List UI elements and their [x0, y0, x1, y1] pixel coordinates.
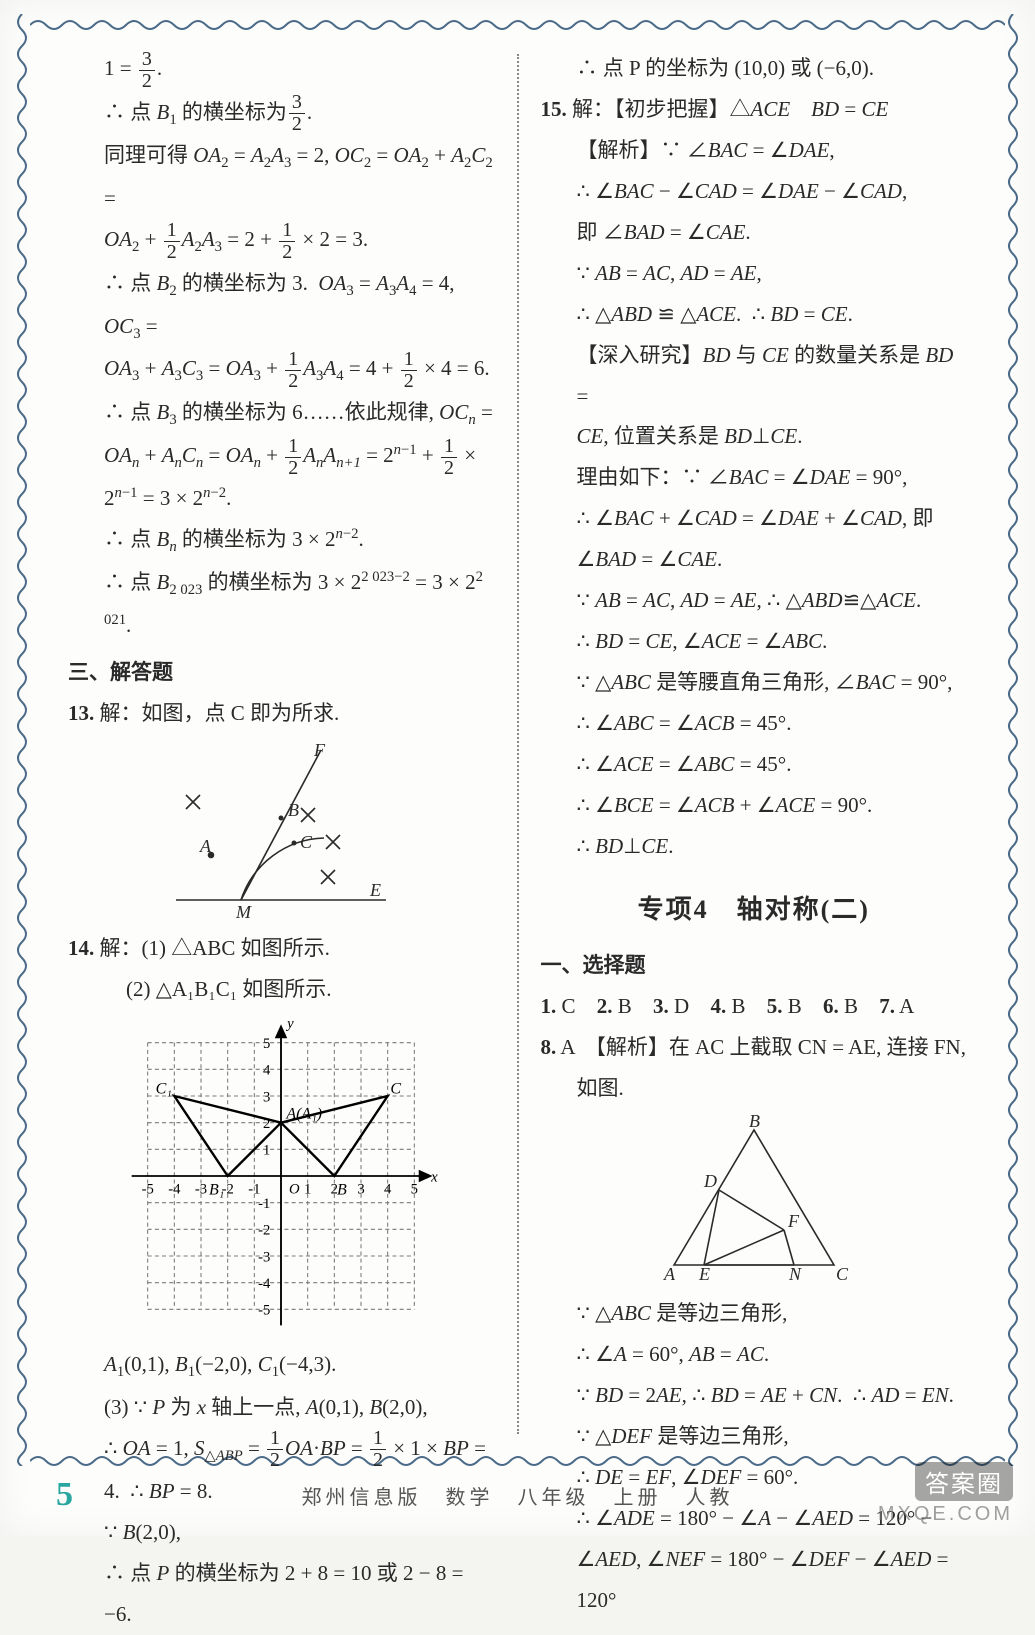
q13: 13. 解：如图，点 C 即为所求. [68, 693, 495, 734]
svg-text:4: 4 [384, 1181, 392, 1197]
svg-text:E: E [698, 1264, 710, 1284]
q8-head: 8. A 【解析】在 AC 上截取 CN = AE, 连接 FN, [541, 1027, 968, 1068]
svg-text:M: M [235, 902, 252, 920]
line: OA3 + A3C3 = OA3 + 12A3A4 = 4 + 12 × 4 =… [68, 348, 495, 392]
q15-l16: ∴ ∠BCE = ∠ACB + ∠ACE = 90°. [541, 785, 968, 826]
q15-l3: 即 ∠BAD = ∠CAE. [541, 212, 968, 253]
q8-b1: 如图. [541, 1068, 968, 1109]
left-column: 1 = 32. ∴ 点 B1 的横坐标为32. 同理可得 OA2 = A2A3 … [58, 48, 517, 1440]
svg-text:1: 1 [304, 1181, 311, 1197]
svg-text:B: B [749, 1115, 760, 1131]
watermark: 答案圈 MXQE.COM [878, 1462, 1013, 1526]
q15-l12: ∴ BD = CE, ∠ACE = ∠ABC. [541, 621, 968, 662]
line: 2n−1 = 3 × 2n−2. [68, 478, 495, 519]
svg-text:-1: -1 [248, 1181, 260, 1197]
svg-text:y: y [285, 1016, 294, 1032]
content-area: 1 = 32. ∴ 点 B1 的横坐标为32. 同理可得 OA2 = A2A3 … [58, 48, 977, 1440]
svg-text:-3: -3 [258, 1249, 270, 1265]
svg-text:3: 3 [263, 1089, 270, 1105]
svg-text:B₁: B₁ [209, 1181, 224, 1198]
r-top: ∴ 点 P 的坐标为 (10,0) 或 (−6,0). [541, 48, 968, 89]
svg-text:5: 5 [411, 1181, 418, 1197]
q14-aft6: ∴ 点 P 的横坐标为 2 + 8 = 10 或 2 − 8 = −6. [68, 1553, 495, 1635]
q8-figure: A B C E D F N [654, 1115, 854, 1285]
svg-text:C: C [836, 1264, 849, 1284]
line: ∴ 点 Bn 的横坐标为 3 × 2n−2. [68, 519, 495, 562]
svg-text:C₁: C₁ [156, 1080, 172, 1097]
q15-l15: ∴ ∠ACE = ∠ABC = 45°. [541, 744, 968, 785]
svg-text:O: O [289, 1181, 300, 1197]
line: OAn + AnCn = OAn + 12AnAn+1 = 2n−1 + 12 … [68, 435, 495, 479]
watermark-secondary: MXQE.COM [878, 1503, 1013, 1526]
heading-3: 三、解答题 [68, 652, 495, 693]
svg-text:-4: -4 [258, 1276, 271, 1292]
svg-text:D: D [703, 1171, 717, 1191]
line: ∴ 点 B2 023 的横坐标为 3 × 22 023−2 = 3 × 22 0… [68, 562, 495, 646]
q8-a0: ∵ △ABC 是等边三角形, [541, 1293, 968, 1334]
q15-l6: 【深入研究】BD 与 CE 的数量关系是 BD = [541, 335, 968, 417]
line: ∴ 点 B3 的横坐标为 6……依此规律, OCn = [68, 392, 495, 435]
section4-title: 专项4 轴对称(二) [541, 885, 968, 936]
mcq-row: 1. C 2. B 3. D 4. B 5. B 6. B 7. A [541, 986, 968, 1027]
svg-text:-4: -4 [168, 1181, 181, 1197]
q14-line2: (2) △A₁B₁C₁ 如图所示. [68, 969, 495, 1010]
q14-aft5: ∵ B(2,0), [68, 1512, 495, 1553]
heading-1: 一、选择题 [541, 945, 968, 986]
q14-figure: -5-4-3-2-1 12345 12345 -1-2-3-4-5 O x y … [116, 1016, 446, 1336]
svg-text:C: C [391, 1080, 402, 1097]
q15-l10: ∠BAD = ∠CAE. [541, 539, 968, 580]
q15-l0: 15. 解：【初步把握】△ACE BD = CE [541, 89, 968, 130]
q14-aft3: ∴ OA = 1, S△ABP = 12OA·BP = 12 × 1 × BP … [68, 1428, 495, 1472]
svg-text:F: F [787, 1211, 800, 1231]
q14-aft2: (3) ∵ P 为 x 轴上一点, A(0,1), B(2,0), [68, 1387, 495, 1428]
q15-l2: ∴ ∠BAC − ∠CAD = ∠DAE − ∠CAD, [541, 171, 968, 212]
q8-a6: ∠AED, ∠NEF = 180° − ∠DEF − ∠AED = 120° [541, 1539, 968, 1621]
svg-text:5: 5 [263, 1036, 270, 1052]
line: 同理可得 OA2 = A2A3 = 2, OC2 = OA2 + A2C2 = [68, 135, 495, 219]
q14-line1: 14. 解：(1) △ABC 如图所示. [68, 928, 495, 969]
svg-text:3: 3 [358, 1181, 365, 1197]
q15-l14: ∴ ∠ABC = ∠ACB = 45°. [541, 703, 968, 744]
line: ∴ 点 B1 的横坐标为32. [68, 92, 495, 136]
watermark-primary: 答案圈 [915, 1462, 1013, 1501]
line: 1 = 32. [68, 48, 495, 92]
svg-text:B: B [337, 1181, 347, 1198]
q8-a2: ∵ BD = 2AE, ∴ BD = AE + CN. ∴ AD = EN. [541, 1375, 968, 1416]
svg-text:-3: -3 [195, 1181, 207, 1197]
q15-l1: 【解析】∵ ∠BAC = ∠DAE, [541, 130, 968, 171]
q14-aft1: A1(0,1), B1(−2,0), C1(−4,3). [68, 1344, 495, 1387]
line: OA2 + 12A2A3 = 2 + 12 × 2 = 3. [68, 219, 495, 263]
line: ∴ 点 B2 的横坐标为 3. OA3 = A3A4 = 4, OC3 = [68, 263, 495, 349]
svg-text:-5: -5 [258, 1302, 270, 1318]
q8-a1: ∴ ∠A = 60°, AB = AC. [541, 1334, 968, 1375]
svg-text:-5: -5 [142, 1181, 154, 1197]
q15-l11: ∵ AB = AC, AD = AE, ∴ △ABD≌△ACE. [541, 580, 968, 621]
right-column: ∴ 点 P 的坐标为 (10,0) 或 (−6,0). 15. 解：【初步把握】… [519, 48, 978, 1440]
q8-a3: ∵ △DEF 是等边三角形, [541, 1416, 968, 1457]
svg-text:E: E [369, 880, 381, 900]
svg-text:-2: -2 [258, 1222, 270, 1238]
svg-text:C: C [300, 832, 313, 852]
svg-text:A(A₁): A(A₁) [286, 1105, 323, 1122]
svg-text:A: A [663, 1264, 676, 1284]
svg-text:1: 1 [263, 1142, 270, 1158]
svg-text:B: B [288, 800, 299, 820]
svg-text:F: F [313, 740, 326, 760]
svg-text:x: x [430, 1169, 438, 1185]
svg-text:4: 4 [263, 1062, 271, 1078]
q15-l4: ∵ AB = AC, AD = AE, [541, 253, 968, 294]
q15-l13: ∵ △ABC 是等腰直角三角形, ∠BAC = 90°, [541, 662, 968, 703]
svg-text:-1: -1 [258, 1196, 270, 1212]
svg-text:A: A [199, 836, 212, 856]
q13-figure: A B C E F M [166, 740, 396, 920]
svg-text:N: N [788, 1264, 802, 1284]
q15-l8: 理由如下：∵ ∠BAC = ∠DAE = 90°, [541, 457, 968, 498]
q15-l9: ∴ ∠BAC + ∠CAD = ∠DAE + ∠CAD, 即 [541, 498, 968, 539]
q15-l7: CE, 位置关系是 BD⊥CE. [541, 416, 968, 457]
q15-l5: ∴ △ABD ≌ △ACE. ∴ BD = CE. [541, 294, 968, 335]
svg-text:2: 2 [263, 1116, 270, 1132]
q15-l17: ∴ BD⊥CE. [541, 826, 968, 867]
